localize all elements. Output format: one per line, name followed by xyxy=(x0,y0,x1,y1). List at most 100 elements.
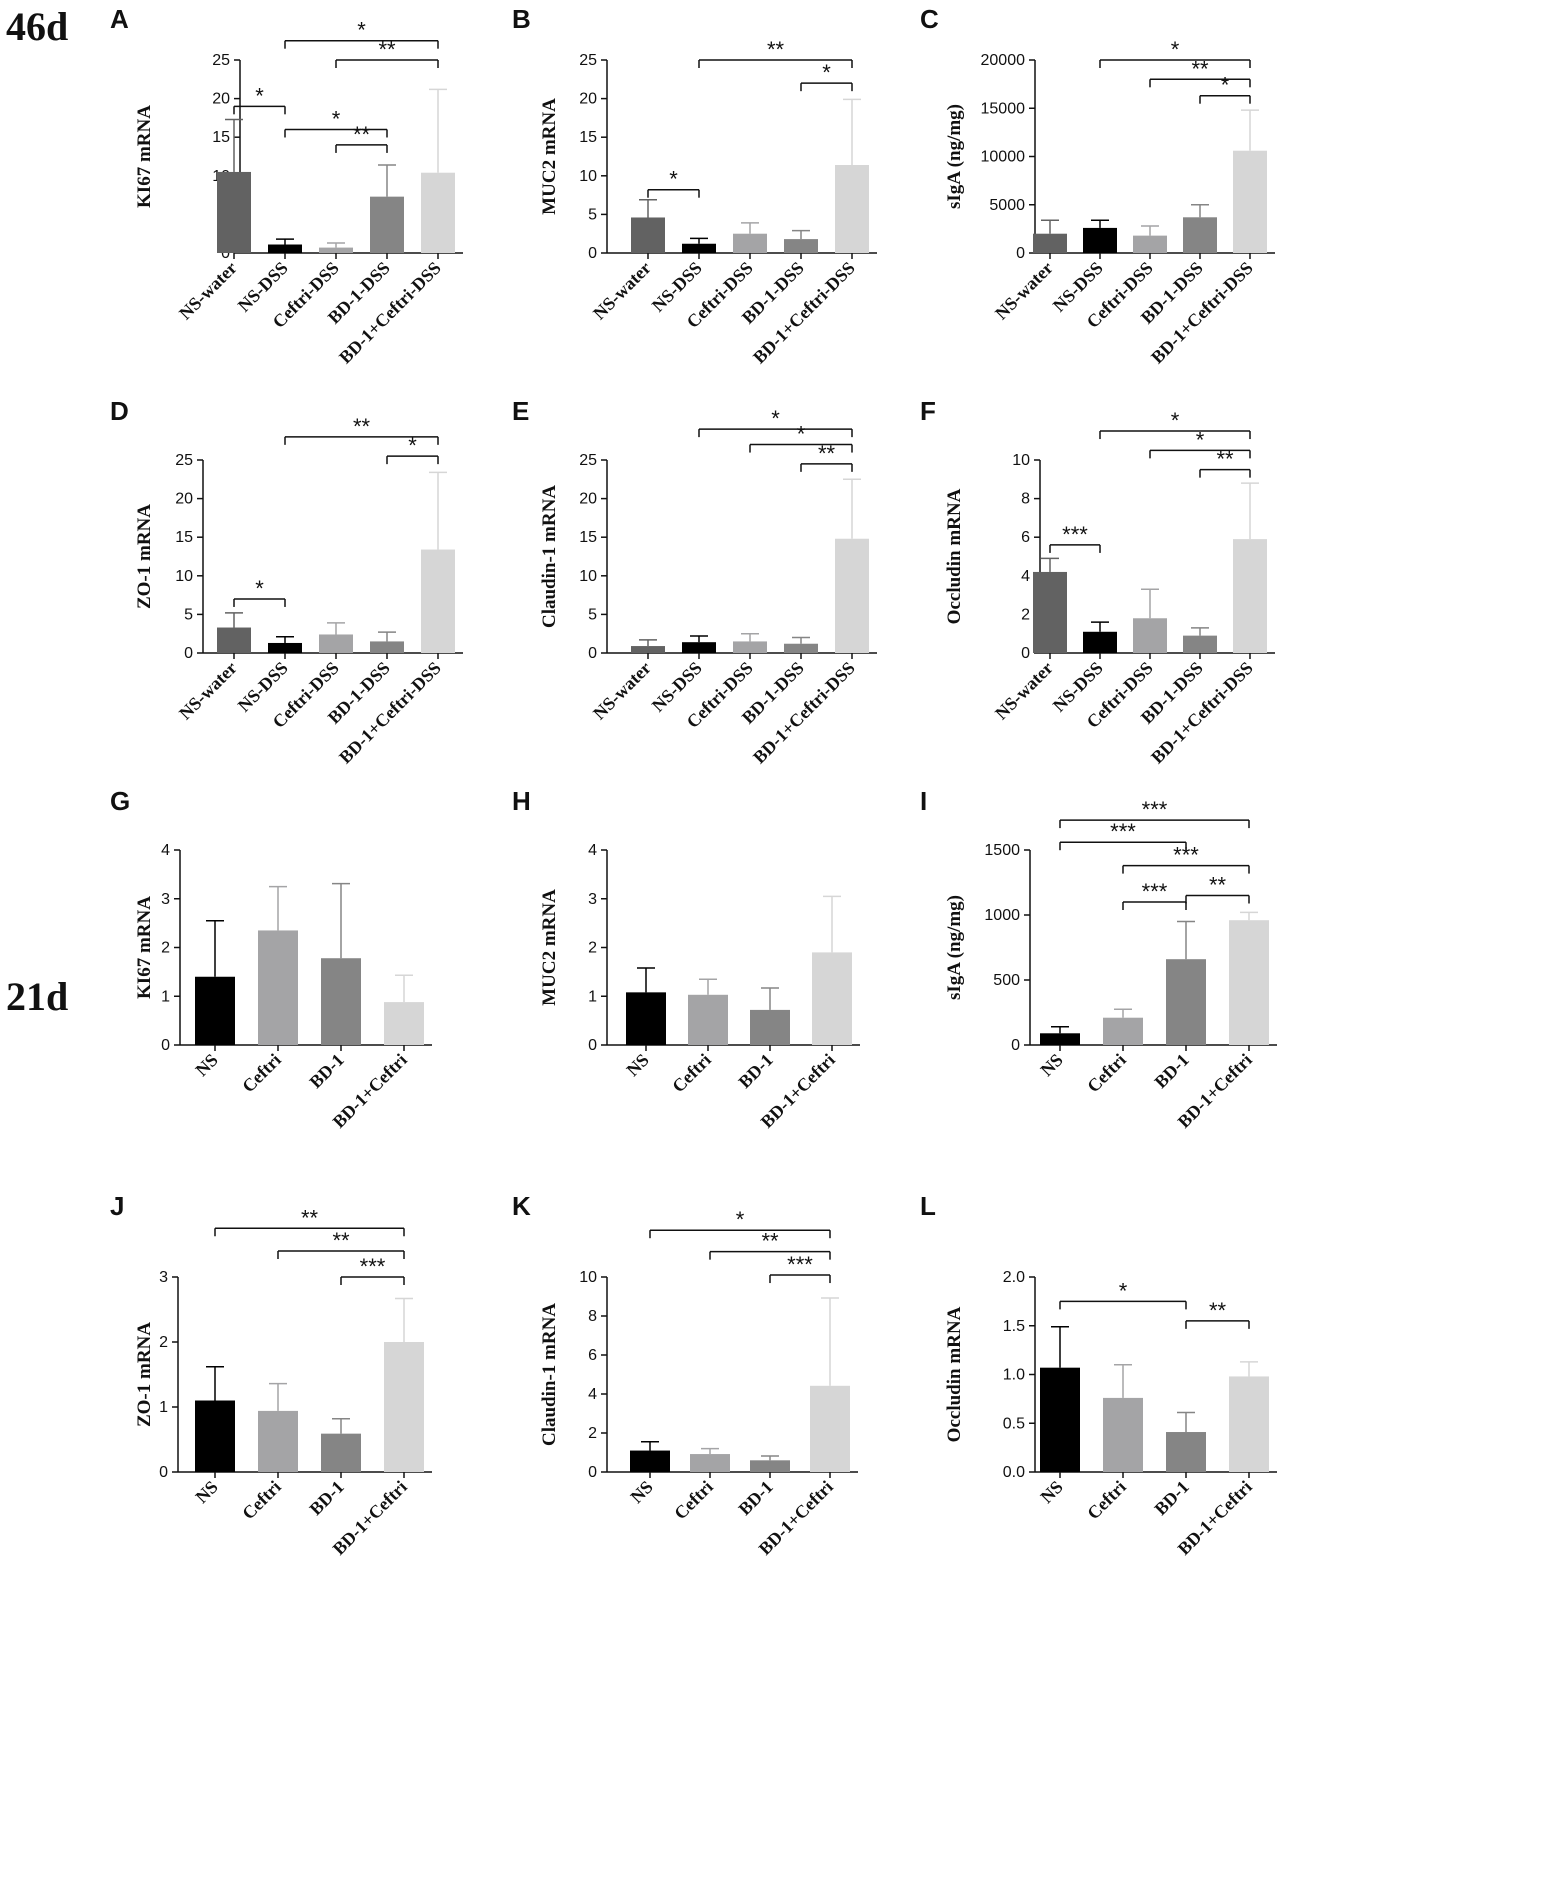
sig-label-e: * xyxy=(797,422,806,447)
bar-d xyxy=(370,641,404,653)
y-tick-label-f: 2 xyxy=(1021,606,1030,623)
y-tick-label-e: 20 xyxy=(579,491,597,508)
y-axis-label-j: ZO-1 mRNA xyxy=(134,1322,155,1427)
y-tick-label-l: 1.5 xyxy=(1003,1318,1025,1335)
y-tick-label-l: 0.0 xyxy=(1003,1464,1025,1481)
y-axis-label-e: Claudin-1 mRNA xyxy=(539,485,560,628)
y-tick-label-i: 500 xyxy=(993,972,1020,989)
sig-label-i: *** xyxy=(1110,819,1136,844)
y-tick-label-g: 2 xyxy=(161,940,170,957)
y-axis-label-b: MUC2 mRNA xyxy=(539,98,560,215)
bar-g xyxy=(321,958,361,1045)
bar-h xyxy=(750,1009,790,1045)
x-category-label-g: Ceftri xyxy=(238,1050,285,1097)
x-category-label-b: NS-water xyxy=(589,258,655,324)
bar-j xyxy=(384,1342,424,1472)
bar-b xyxy=(835,164,869,253)
y-tick-label-f: 8 xyxy=(1021,491,1030,508)
y-tick-label-a: 15 xyxy=(212,129,230,146)
sig-label-b: ** xyxy=(767,37,785,62)
sig-label-c: * xyxy=(1171,37,1180,62)
bar-f xyxy=(1033,571,1067,653)
bar-b xyxy=(733,233,767,253)
y-tick-label-a: 20 xyxy=(212,91,230,108)
y-tick-label-c: 10000 xyxy=(981,149,1026,166)
sig-label-k: *** xyxy=(787,1252,813,1277)
sig-label-f: * xyxy=(1196,427,1205,452)
bar-k xyxy=(810,1385,850,1472)
y-tick-label-e: 5 xyxy=(588,606,597,623)
bar-i xyxy=(1103,1017,1143,1045)
x-category-label-k: Ceftri xyxy=(670,1477,717,1524)
sig-label-j: ** xyxy=(301,1205,319,1230)
y-tick-label-k: 8 xyxy=(588,1308,597,1325)
charts-layer: A0510152025KI67 mRNANS-waterNS-DSSCeftri… xyxy=(110,4,1277,1559)
bar-l xyxy=(1040,1367,1080,1472)
bar-j xyxy=(321,1433,361,1472)
y-tick-label-i: 1000 xyxy=(984,907,1020,924)
y-tick-label-k: 10 xyxy=(579,1269,597,1286)
sig-label-f: * xyxy=(1171,408,1180,433)
sig-label-j: *** xyxy=(360,1254,386,1279)
x-category-label-j: NS xyxy=(191,1477,221,1507)
x-category-label-a: NS-water xyxy=(175,258,241,324)
y-tick-label-e: 25 xyxy=(579,452,597,469)
sig-label-l: ** xyxy=(1209,1298,1227,1323)
bar-i xyxy=(1040,1033,1080,1045)
y-tick-label-f: 6 xyxy=(1021,529,1030,546)
sig-label-d: * xyxy=(255,576,264,601)
bar-f xyxy=(1133,618,1167,653)
bar-d xyxy=(421,549,455,653)
panel-label-f: F xyxy=(920,396,936,426)
sig-label-f: *** xyxy=(1062,522,1088,547)
bar-b xyxy=(682,243,716,253)
sig-label-a: * xyxy=(255,83,264,108)
panel-label-l: L xyxy=(920,1191,936,1221)
x-category-label-i: Ceftri xyxy=(1083,1050,1130,1097)
y-axis-label-d: ZO-1 mRNA xyxy=(134,504,155,609)
y-tick-label-g: 0 xyxy=(161,1037,170,1054)
sig-label-i: *** xyxy=(1142,879,1168,904)
y-tick-label-g: 3 xyxy=(161,891,170,908)
bar-h xyxy=(812,952,852,1045)
bar-l xyxy=(1229,1376,1269,1472)
sig-label-f: ** xyxy=(1216,447,1234,472)
bar-g xyxy=(384,1002,424,1045)
bar-k xyxy=(630,1450,670,1472)
sig-label-b: * xyxy=(669,167,678,192)
sig-label-k: ** xyxy=(761,1229,779,1254)
y-tick-label-k: 2 xyxy=(588,1425,597,1442)
bar-a xyxy=(370,196,404,253)
sig-label-a: ** xyxy=(353,122,371,147)
bar-i xyxy=(1166,959,1206,1045)
y-axis-label-k: Claudin-1 mRNA xyxy=(539,1303,560,1446)
sig-label-d: * xyxy=(408,433,417,458)
sig-label-k: * xyxy=(736,1207,745,1232)
bar-d xyxy=(319,634,353,653)
y-tick-label-b: 5 xyxy=(588,206,597,223)
y-tick-label-d: 15 xyxy=(175,529,193,546)
panel-label-j: J xyxy=(110,1191,124,1221)
y-axis-label-f: Occludin mRNA xyxy=(944,488,965,624)
bar-c xyxy=(1183,217,1217,253)
y-tick-label-b: 25 xyxy=(579,52,597,69)
bar-i xyxy=(1229,920,1269,1045)
bar-f xyxy=(1183,635,1217,653)
y-axis-label-c: sIgA (ng/mg) xyxy=(944,104,965,209)
y-tick-label-l: 2.0 xyxy=(1003,1269,1025,1286)
bar-a xyxy=(268,244,302,253)
y-axis-label-g: KI67 mRNA xyxy=(134,896,155,999)
bar-l xyxy=(1103,1397,1143,1472)
y-tick-label-b: 20 xyxy=(579,91,597,108)
panel-label-b: B xyxy=(512,4,531,34)
y-tick-label-d: 10 xyxy=(175,568,193,585)
bar-j xyxy=(195,1400,235,1472)
y-tick-label-f: 4 xyxy=(1021,568,1030,585)
bar-c xyxy=(1033,233,1067,253)
